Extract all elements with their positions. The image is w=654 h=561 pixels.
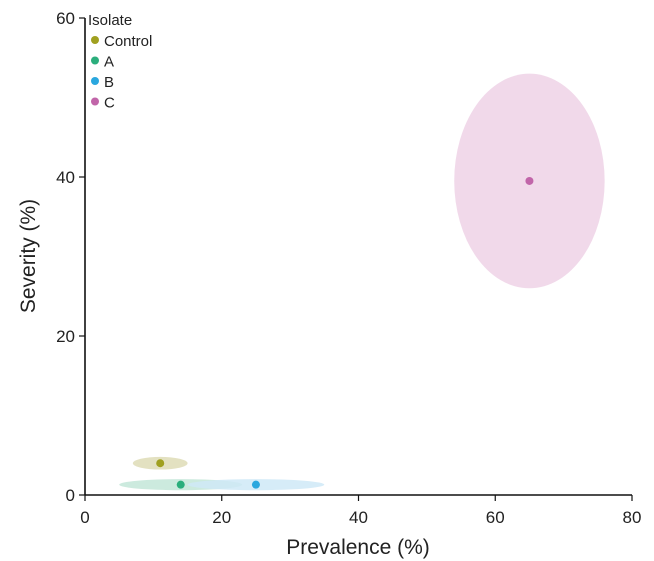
legend-marker-a [91, 56, 99, 65]
legend-label-c: C [104, 95, 115, 112]
spread-ellipses [119, 73, 605, 491]
point-c [525, 176, 534, 185]
x-tick-label-20: 20 [212, 508, 231, 527]
y-tick-label-0: 0 [66, 486, 75, 505]
legend-label-control: Control [104, 33, 152, 50]
x-tick-label-0: 0 [80, 508, 89, 527]
y-tick-label-20: 20 [56, 327, 75, 346]
legend-label-b: B [104, 74, 114, 91]
legend-marker-b [91, 77, 99, 85]
y-tick-label-60: 60 [56, 9, 75, 28]
legend-title: Isolate [88, 12, 132, 29]
axis-ticks: 0 20 40 60 80 0 20 40 60 [56, 9, 641, 527]
point-b [251, 480, 260, 489]
point-control [156, 459, 165, 468]
legend-label-a: A [104, 54, 114, 71]
x-axis-title: Prevalence (%) [286, 536, 430, 559]
data-points [156, 176, 534, 489]
legend-marker-c [91, 97, 99, 106]
y-axis-title: Severity (%) [17, 199, 40, 313]
legend: Isolate Control ABC [88, 12, 152, 112]
x-tick-label-80: 80 [623, 508, 642, 527]
x-tick-label-60: 60 [486, 508, 505, 527]
point-a [176, 480, 185, 489]
x-tick-label-40: 40 [349, 508, 368, 527]
legend-marker-control [91, 36, 99, 44]
legend-items: Control ABC [91, 33, 152, 112]
y-tick-label-40: 40 [56, 168, 75, 187]
